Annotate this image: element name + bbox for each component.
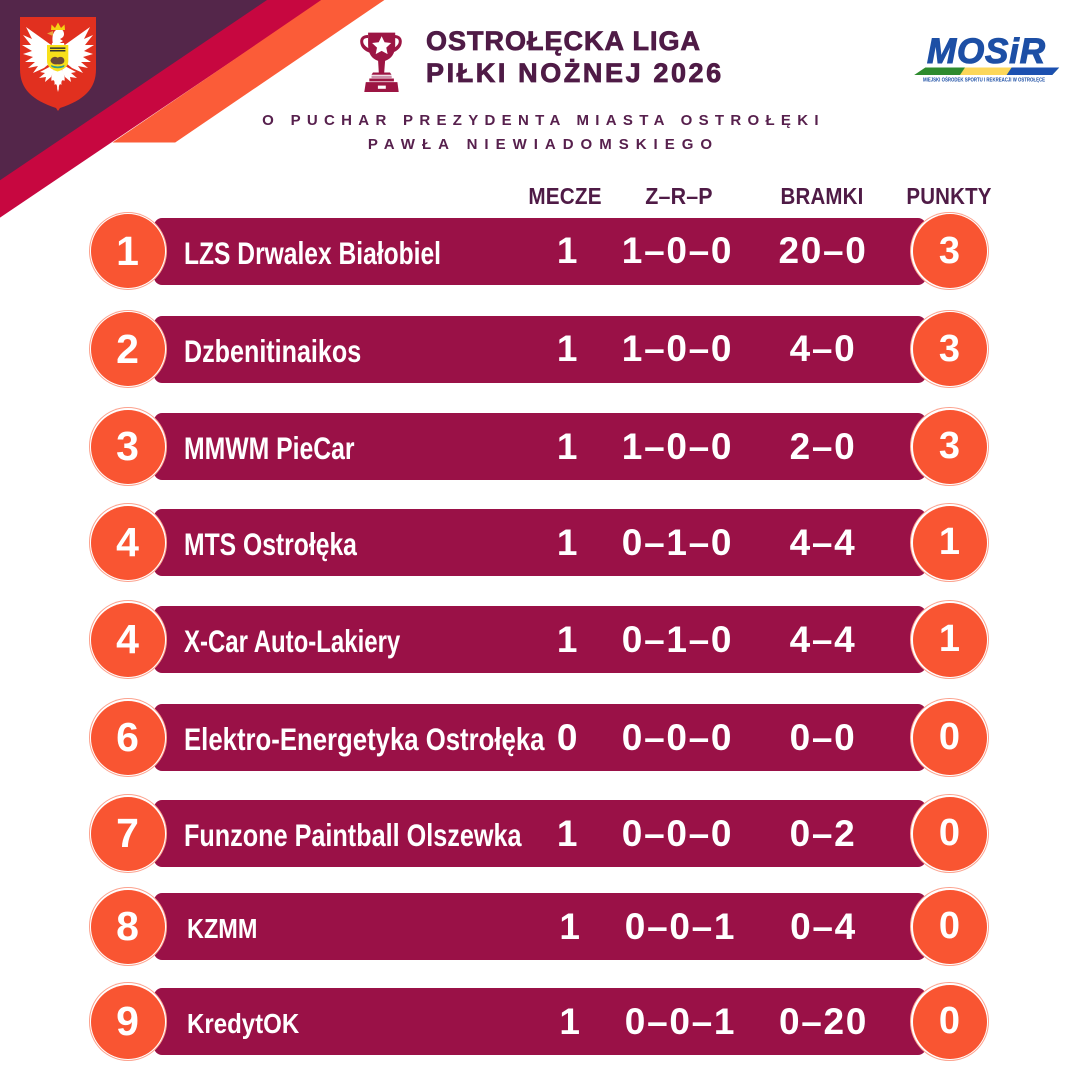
svg-text:MOSiR: MOSiR: [927, 32, 1046, 71]
svg-text:MIEJSKI OŚRODEK SPORTU I REKRE: MIEJSKI OŚRODEK SPORTU I REKREACJI W OST…: [923, 77, 1045, 84]
